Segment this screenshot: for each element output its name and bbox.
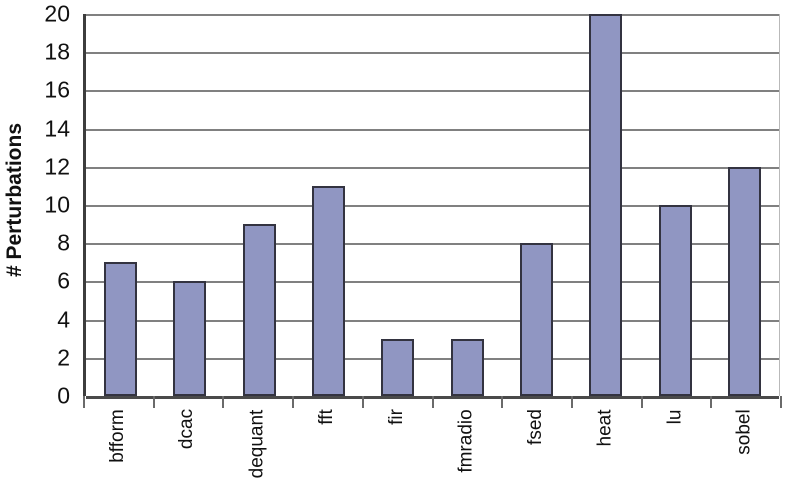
gridline — [86, 14, 779, 16]
x-axis-tick-label: dequant — [222, 404, 292, 504]
x-axis-tick — [570, 396, 573, 408]
bar[interactable] — [242, 224, 276, 396]
x-axis-tick-label-text: lu — [664, 409, 686, 424]
y-axis-tick-label: 0 — [57, 382, 70, 409]
x-axis-tick-label-text: fsed — [525, 409, 547, 445]
bar-slot — [225, 14, 294, 396]
x-axis-tick-label-text: dcac — [176, 408, 198, 450]
x-axis-tick-label-text: dequant — [246, 409, 268, 478]
x-axis-tick-label-text: fft — [315, 409, 337, 425]
bar-slot — [294, 14, 363, 396]
gridline — [86, 243, 779, 246]
bar-slot — [432, 14, 501, 396]
bar[interactable] — [381, 338, 415, 396]
y-axis-tick-label: 4 — [57, 306, 70, 333]
y-axis-tick-labels: 0 2 4 6 8 10 12 14 16 18 20 — [30, 0, 76, 407]
bar[interactable] — [312, 185, 346, 396]
plot-area — [83, 14, 780, 399]
x-axis-tick-label-text: heat — [594, 409, 616, 446]
x-axis-tick-label-text: sobel — [734, 408, 756, 455]
x-axis-tick — [501, 396, 504, 408]
bar[interactable] — [658, 205, 692, 396]
x-axis-tick — [431, 396, 434, 408]
y-axis-title-text: # Perturbations — [3, 122, 27, 278]
y-axis-tick-label: 14 — [44, 115, 70, 142]
x-axis-tick — [640, 396, 643, 408]
gridline — [86, 319, 779, 322]
bar-slot — [363, 14, 432, 396]
x-axis-ticks — [83, 396, 782, 408]
x-axis-tick-label: fft — [292, 404, 362, 504]
x-axis-tick-label: lu — [641, 404, 711, 504]
gridline — [86, 128, 779, 131]
x-axis-tick-label-text: fir — [385, 409, 407, 425]
gridline — [86, 166, 779, 169]
bar-slot — [640, 14, 709, 396]
bar[interactable] — [173, 281, 207, 396]
bar-slot — [502, 14, 571, 396]
bar-slot — [571, 14, 640, 396]
bar-slot — [710, 14, 779, 396]
x-axis-tick — [83, 396, 85, 408]
y-axis-tick-label: 20 — [44, 0, 70, 27]
x-axis-tick — [361, 396, 364, 408]
x-axis-tick-label: fmradio — [432, 404, 502, 504]
x-axis-tick-label: dcac — [153, 404, 223, 504]
y-axis-tick-label: 6 — [57, 267, 70, 294]
y-axis-tick-label: 12 — [44, 153, 70, 180]
x-axis-tick-label-text: fmradio — [455, 408, 477, 473]
x-axis-tick-label: heat — [571, 404, 641, 504]
y-axis-tick-label: 10 — [44, 191, 70, 218]
bar[interactable] — [104, 262, 138, 396]
x-axis-tick — [152, 396, 155, 408]
bar-slot — [155, 14, 224, 396]
x-axis-tick-labels: bfform dcac dequant fft fir fmradio fsed heat lu… — [83, 404, 780, 504]
y-axis-tick-label: 8 — [57, 229, 70, 256]
bars-layer — [86, 14, 779, 396]
x-axis-tick-label: bfform — [83, 404, 153, 504]
gridline — [86, 357, 779, 360]
gridline — [86, 52, 779, 55]
x-axis-tick-label: fir — [362, 404, 432, 504]
gridline — [86, 281, 779, 284]
x-axis-tick — [292, 396, 295, 408]
bar[interactable] — [519, 243, 553, 396]
x-axis-tick-label-text: bfform — [106, 409, 128, 463]
x-axis-tick — [222, 396, 225, 408]
y-axis-title: # Perturbations — [0, 0, 30, 400]
x-axis-tick-label: sobel — [710, 404, 780, 504]
bar[interactable] — [589, 14, 623, 396]
gridline — [86, 90, 779, 93]
bar[interactable] — [727, 166, 761, 396]
x-axis-tick — [710, 396, 713, 408]
bar[interactable] — [450, 338, 484, 396]
gridline — [86, 205, 779, 207]
x-axis-tick-label: fsed — [501, 404, 571, 504]
y-axis-tick-label: 16 — [44, 76, 70, 103]
y-axis-tick-label: 18 — [44, 38, 70, 65]
x-axis-tick — [780, 396, 782, 408]
bar-slot — [86, 14, 155, 396]
y-axis-tick-label: 2 — [57, 344, 70, 371]
